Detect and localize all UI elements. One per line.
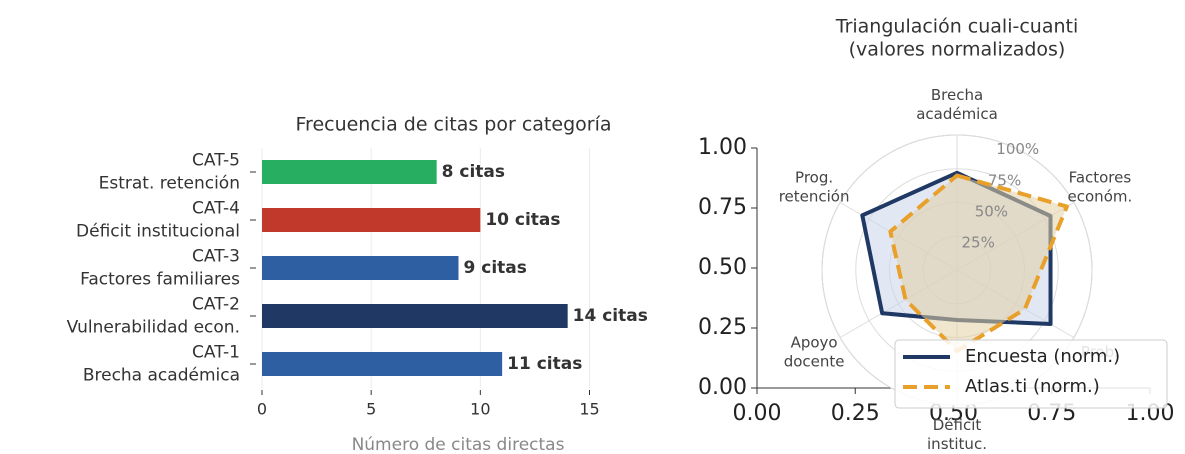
value-label: 8 citas bbox=[442, 162, 505, 182]
axis-label: académica bbox=[916, 105, 998, 123]
x-tick-label: 0.25 bbox=[831, 401, 880, 426]
r-tick-label: 50% bbox=[975, 202, 1008, 220]
value-label: 14 citas bbox=[573, 306, 648, 326]
chart-title: (valores normalizados) bbox=[849, 39, 1066, 61]
value-label: 9 citas bbox=[464, 258, 527, 278]
x-tick-label: 15 bbox=[579, 400, 599, 419]
y-tick-label: Factores familiares bbox=[80, 270, 240, 290]
x-tick-label: 0.00 bbox=[733, 401, 782, 426]
y-tick-label: Déficit institucional bbox=[76, 222, 240, 242]
legend-label: Encuesta (norm.) bbox=[965, 346, 1120, 367]
axis-label: instituc. bbox=[927, 435, 987, 453]
y-tick-label: CAT-5 bbox=[192, 151, 240, 171]
y-tick-label: 0.75 bbox=[698, 195, 747, 220]
chart-title: Frecuencia de citas por categoría bbox=[296, 114, 612, 136]
axis-label: Factores bbox=[1069, 169, 1132, 187]
radar-area bbox=[890, 175, 1067, 351]
x-tick-label: 5 bbox=[366, 400, 376, 419]
y-tick-label: CAT-4 bbox=[192, 199, 240, 219]
y-tick-label: Brecha académica bbox=[83, 366, 240, 386]
x-axis-label: Número de citas directas bbox=[352, 435, 565, 454]
bar bbox=[262, 352, 503, 376]
y-tick-label: CAT-1 bbox=[192, 343, 240, 363]
bar bbox=[262, 304, 568, 328]
value-label: 11 citas bbox=[507, 354, 582, 374]
y-tick-label: 0.00 bbox=[698, 375, 747, 400]
y-tick-label: CAT-3 bbox=[192, 247, 240, 267]
legend-box bbox=[894, 339, 1168, 409]
axis-label: Apoyo bbox=[791, 334, 838, 352]
r-tick-label: 75% bbox=[988, 171, 1021, 189]
value-label: 10 citas bbox=[485, 210, 560, 230]
y-tick-label: Vulnerabilidad econ. bbox=[67, 318, 240, 338]
bar bbox=[262, 208, 481, 232]
r-tick-label: 25% bbox=[962, 233, 995, 251]
axis-label: docente bbox=[784, 353, 845, 371]
axis-label: económ. bbox=[1068, 188, 1133, 206]
x-tick-label: 0 bbox=[257, 400, 267, 419]
y-tick-label: 0.25 bbox=[698, 315, 747, 340]
x-tick-label: 10 bbox=[470, 400, 490, 419]
axis-label: Brecha bbox=[931, 86, 983, 104]
y-tick-label: Estrat. retención bbox=[99, 174, 240, 194]
axis-label: Prog. bbox=[795, 169, 833, 187]
r-tick-label: 100% bbox=[996, 140, 1039, 158]
bar bbox=[262, 160, 437, 184]
bar bbox=[262, 256, 459, 280]
y-tick-label: CAT-2 bbox=[192, 295, 240, 315]
axis-label: retención bbox=[779, 188, 850, 206]
legend-label: Atlas.ti (norm.) bbox=[965, 376, 1100, 397]
y-tick-label: 0.50 bbox=[698, 255, 747, 280]
chart-title: Triangulación cuali-cuanti bbox=[835, 16, 1079, 38]
y-tick-label: 1.00 bbox=[698, 135, 747, 160]
axis-label: Déficit bbox=[933, 416, 982, 434]
